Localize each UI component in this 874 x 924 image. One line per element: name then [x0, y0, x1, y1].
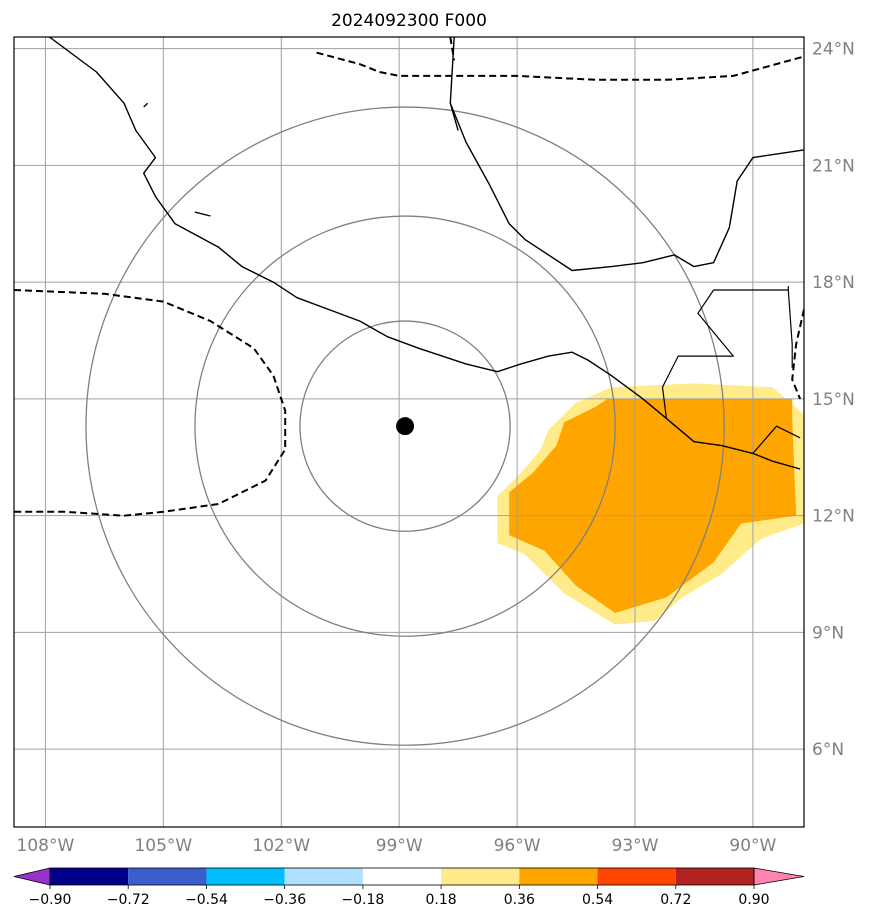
coastlines [48, 37, 804, 470]
colorbar-segment-5 [441, 868, 520, 885]
shaded-region-1 [509, 398, 797, 613]
coastline-4 [449, 103, 459, 131]
colorbar-label-6: 0.36 [504, 892, 535, 908]
contour-line-0 [316, 51, 804, 81]
colorbar-label-5: 0.18 [426, 892, 457, 908]
lon-label-93: 93°W [612, 836, 659, 856]
lat-label-18: 18°N [812, 273, 855, 293]
contour-line-3 [791, 309, 804, 400]
coastline-3 [194, 211, 211, 217]
range-ring-0 [299, 320, 511, 532]
lat-label-12: 12°N [812, 507, 855, 527]
colorbar-label-3: −0.36 [263, 892, 306, 908]
border-0 [661, 286, 789, 419]
colorbar-label-7: 0.54 [582, 892, 613, 908]
lon-label-102: 102°W [252, 836, 310, 856]
colorbar-label-1: −0.72 [107, 892, 150, 908]
longitude-labels: 108°W 105°W 102°W 99°W 96°W 93°W 90°W [17, 836, 777, 856]
colorbar-label-9: 0.90 [738, 892, 769, 908]
colorbar-segment-8 [675, 868, 754, 885]
lat-label-9: 9°N [812, 623, 844, 643]
lat-label-15: 15°N [812, 390, 855, 410]
colorbar-label-2: −0.54 [185, 892, 228, 908]
lon-label-96: 96°W [494, 836, 541, 856]
coastline-1 [449, 37, 804, 272]
lon-label-108: 108°W [17, 836, 75, 856]
colorbar-label-4: −0.18 [341, 892, 384, 908]
colorbar-extend-low [13, 867, 51, 886]
colorbar-segment-2 [206, 868, 285, 885]
range-ring-2 [85, 106, 725, 746]
shaded-regions [497, 383, 804, 625]
storm-center-marker [396, 417, 415, 436]
coastline-2 [143, 102, 149, 108]
contour-line-1 [449, 37, 456, 61]
colorbar [13, 867, 805, 886]
colorbar-segment-0 [50, 868, 129, 885]
colorbar-label-0: −0.90 [29, 892, 72, 908]
range-ring-1 [194, 215, 616, 637]
border-1 [787, 289, 793, 368]
lat-label-6: 6°N [812, 740, 844, 760]
range-rings [85, 106, 725, 746]
colorbar-segment-4 [362, 868, 442, 885]
lat-label-24: 24°N [812, 40, 855, 60]
colorbar-extend-high [753, 867, 805, 886]
colorbar-label-8: 0.72 [660, 892, 691, 908]
colorbar-segment-3 [284, 868, 363, 885]
lon-label-99: 99°W [376, 836, 423, 856]
lat-label-21: 21°N [812, 156, 855, 176]
latitude-labels: 6°N 9°N 12°N 15°N 18°N 21°N 24°N [812, 40, 855, 760]
colorbar-segment-6 [519, 868, 598, 885]
colorbar-segment-7 [597, 868, 676, 885]
colorbar-labels: −0.90 −0.72 −0.54 −0.36 −0.18 0.18 0.36 0.54 0.7… [29, 885, 770, 908]
colorbar-segment-1 [128, 868, 207, 885]
dashed-contours [14, 37, 804, 517]
colorbar-outline [49, 867, 755, 886]
contour-line-2 [14, 289, 287, 517]
chart-title: 2024092300 F000 [331, 11, 487, 31]
coastline-0 [48, 37, 801, 470]
map-frame [13, 36, 805, 828]
lon-label-105: 105°W [134, 836, 192, 856]
lon-label-90: 90°W [729, 836, 776, 856]
border-2 [752, 425, 801, 454]
